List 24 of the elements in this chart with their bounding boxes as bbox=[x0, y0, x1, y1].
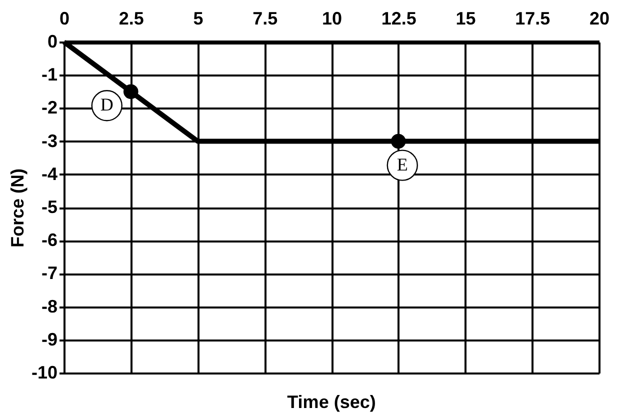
x-tick-label: 12.5 bbox=[381, 8, 416, 28]
annotation: E bbox=[396, 154, 408, 174]
x-tick-label: 7.5 bbox=[252, 8, 278, 28]
y-tick-label: -6 bbox=[41, 230, 58, 250]
y-tick-label: -9 bbox=[41, 329, 58, 350]
y-tick-label: -8 bbox=[41, 296, 58, 316]
annotation: D bbox=[100, 94, 114, 115]
y-tick-label: -7 bbox=[41, 263, 58, 284]
x-tick-label: 17.5 bbox=[515, 8, 550, 28]
x-tick-label: 0 bbox=[59, 8, 70, 28]
x-axis-title: Time (sec) bbox=[287, 392, 376, 412]
y-axis-title: Force (N) bbox=[7, 168, 28, 248]
y-tick-label: 0 bbox=[47, 32, 58, 52]
x-tick-label: 20 bbox=[589, 8, 610, 28]
y-tick-label: -3 bbox=[41, 130, 58, 151]
y-tick-label: -1 bbox=[41, 64, 58, 85]
y-tick-label: -2 bbox=[41, 98, 58, 118]
x-tick-label: 15 bbox=[456, 8, 476, 28]
x-tick-label: 10 bbox=[322, 8, 342, 28]
x-tick-label: 2.5 bbox=[118, 8, 144, 28]
y-tick-label: -5 bbox=[41, 197, 58, 217]
y-tick-label: -4 bbox=[41, 164, 58, 184]
y-tick-label: -10 bbox=[31, 362, 58, 382]
x-tick-label: 5 bbox=[193, 8, 204, 28]
